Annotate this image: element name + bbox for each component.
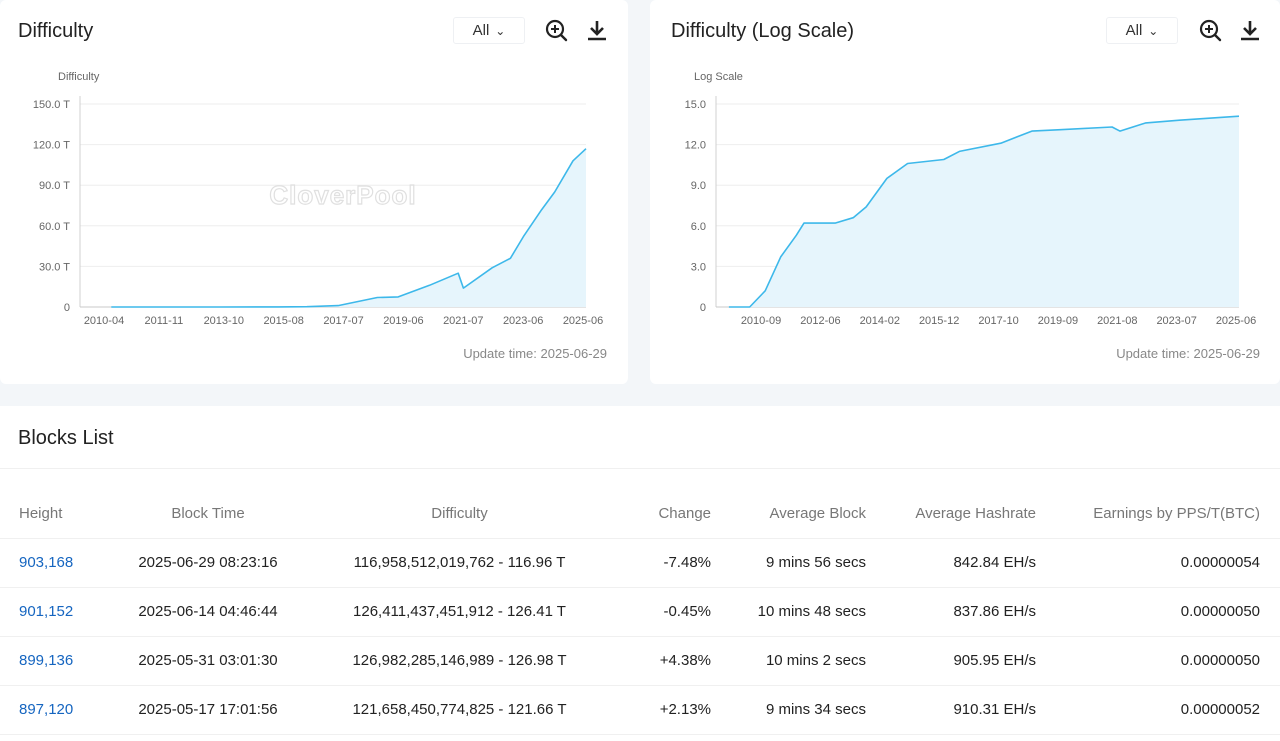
pps-earnings: 0.00000050 xyxy=(1036,587,1280,637)
block-difficulty: 121,658,450,774,825 - 121.66 T xyxy=(288,685,631,735)
table-row: 901,152 2025-06-14 04:46:44 126,411,437,… xyxy=(0,587,1280,637)
x-tick-label: 2015-08 xyxy=(263,315,303,327)
difficulty-card-title: Difficulty xyxy=(18,20,94,42)
x-tick-label: 2021-07 xyxy=(443,315,483,327)
x-tick-label: 2025-06 xyxy=(563,315,603,327)
column-header-average-hashrate: Average Hashrate xyxy=(866,490,1036,539)
average-block-time: 10 mins 2 secs xyxy=(711,636,866,686)
x-tick-label: 2023-07 xyxy=(1156,315,1196,327)
difficulty-change: +4.38% xyxy=(631,636,711,686)
x-tick-label: 2021-08 xyxy=(1097,315,1137,327)
difficulty-chart-card: Difficulty All ⌄ Difficulty 150.0 T 120.0 … xyxy=(0,0,628,384)
y-tick-label: 0 xyxy=(64,302,70,314)
update-time: Update time: 2025-06-29 xyxy=(463,346,607,361)
block-height-link[interactable]: 897,120 xyxy=(19,701,74,718)
pps-earnings: 0.00000054 xyxy=(1036,538,1280,588)
range-select-label: All xyxy=(472,22,490,39)
block-height-link[interactable]: 901,152 xyxy=(19,603,74,620)
y-tick-label: 120.0 T xyxy=(33,140,70,152)
y-tick-label: 30.0 T xyxy=(39,261,70,273)
series-area xyxy=(728,116,1239,307)
average-block-time: 9 mins 56 secs xyxy=(711,538,866,588)
x-tick-label: 2025-06 xyxy=(1216,315,1256,327)
block-time: 2025-06-29 08:23:16 xyxy=(128,538,288,588)
block-time: 2025-05-31 03:01:30 xyxy=(128,636,288,686)
range-select[interactable]: All ⌄ xyxy=(453,17,525,44)
zoom-in-icon[interactable] xyxy=(1198,18,1222,42)
difficulty-change: +2.13% xyxy=(631,685,711,735)
x-tick-label: 2023-06 xyxy=(503,315,543,327)
chevron-down-icon: ⌄ xyxy=(1148,23,1159,38)
range-select-label: All xyxy=(1125,22,1143,39)
table-row: 899,136 2025-05-31 03:01:30 126,982,285,… xyxy=(0,636,1280,686)
block-time: 2025-05-17 17:01:56 xyxy=(128,685,288,735)
y-axis-name: Difficulty xyxy=(58,71,100,83)
column-header-earnings: Earnings by PPS/T(BTC) xyxy=(1036,490,1280,539)
x-tick-label: 2014-02 xyxy=(860,315,900,327)
zoom-in-icon[interactable] xyxy=(544,18,568,42)
difficulty-chart: Difficulty 150.0 T 120.0 T 90.0 T 60.0 T 30.0… xyxy=(33,71,603,327)
series-area xyxy=(111,148,587,307)
series-line xyxy=(728,115,1240,308)
pps-earnings: 0.00000050 xyxy=(1036,636,1280,686)
series-line xyxy=(111,148,587,308)
column-header-change: Change xyxy=(631,490,711,539)
download-icon[interactable] xyxy=(1238,18,1262,42)
range-select[interactable]: All ⌄ xyxy=(1106,17,1178,44)
block-height-link[interactable]: 903,168 xyxy=(19,554,74,571)
average-hashrate: 905.95 EH/s xyxy=(866,636,1036,686)
y-axis-name: Log Scale xyxy=(694,71,743,83)
x-tick-label: 2017-10 xyxy=(978,315,1018,327)
y-tick-label: 15.0 xyxy=(685,99,706,111)
table-row: 897,120 2025-05-17 17:01:56 121,658,450,… xyxy=(0,685,1280,735)
log-difficulty-chart: Log Scale15.012.09.06.03.00CloverPool201… xyxy=(685,71,1257,327)
x-tick-label: 2012-06 xyxy=(800,315,840,327)
block-height-link[interactable]: 899,136 xyxy=(19,652,74,669)
average-block-time: 9 mins 34 secs xyxy=(711,685,866,735)
average-hashrate: 842.84 EH/s xyxy=(866,538,1036,588)
y-tick-label: 0 xyxy=(700,302,706,314)
y-tick-label: 150.0 T xyxy=(33,99,70,111)
blocks-table: Height Block Time Difficulty Change Aver… xyxy=(0,490,1280,735)
log-difficulty-chart-card: Difficulty (Log Scale) All ⌄ Log Scale 15… xyxy=(650,0,1280,384)
x-tick-label: 2011-11 xyxy=(145,315,184,327)
update-time: Update time: 2025-06-29 xyxy=(1116,346,1260,361)
column-header-difficulty: Difficulty xyxy=(288,490,631,539)
difficulty-change: -7.48% xyxy=(631,538,711,588)
x-tick-label: 2015-12 xyxy=(919,315,959,327)
blocks-list-title: Blocks List xyxy=(18,427,114,449)
table-row: 903,168 2025-06-29 08:23:16 116,958,512,… xyxy=(0,538,1280,588)
table-header-row: Height Block Time Difficulty Change Aver… xyxy=(0,490,1280,539)
divider xyxy=(0,468,1280,469)
x-tick-label: 2010-04 xyxy=(84,315,124,327)
watermark: CloverPool xyxy=(269,180,416,210)
average-block-time: 10 mins 48 secs xyxy=(711,587,866,637)
x-tick-label: 2013-10 xyxy=(204,315,244,327)
y-tick-label: 90.0 T xyxy=(39,180,70,192)
x-tick-label: 2019-09 xyxy=(1038,315,1078,327)
x-tick-label: 2010-09 xyxy=(741,315,781,327)
x-tick-label: 2017-07 xyxy=(323,315,363,327)
download-icon[interactable] xyxy=(585,18,609,42)
column-header-block-time: Block Time xyxy=(128,490,288,539)
block-difficulty: 126,411,437,451,912 - 126.41 T xyxy=(288,587,631,637)
difficulty-change: -0.45% xyxy=(631,587,711,637)
x-tick-label: 2019-06 xyxy=(383,315,423,327)
column-header-average-block: Average Block xyxy=(711,490,866,539)
y-tick-label: 3.0 xyxy=(691,261,706,273)
pps-earnings: 0.00000052 xyxy=(1036,685,1280,735)
y-tick-label: 6.0 xyxy=(691,221,706,233)
log-card-title: Difficulty (Log Scale) xyxy=(671,20,855,42)
y-tick-label: 12.0 xyxy=(685,140,706,152)
y-tick-label: 9.0 xyxy=(691,180,706,192)
y-tick-label: 60.0 T xyxy=(39,221,70,233)
column-header-height: Height xyxy=(0,490,128,539)
block-difficulty: 126,982,285,146,989 - 126.98 T xyxy=(288,636,631,686)
block-time: 2025-06-14 04:46:44 xyxy=(128,587,288,637)
blocks-list-card: Blocks List Height Block Time Difficulty… xyxy=(0,406,1280,741)
average-hashrate: 910.31 EH/s xyxy=(866,685,1036,735)
chevron-down-icon: ⌄ xyxy=(495,23,506,38)
average-hashrate: 837.86 EH/s xyxy=(866,587,1036,637)
block-difficulty: 116,958,512,019,762 - 116.96 T xyxy=(288,538,631,588)
